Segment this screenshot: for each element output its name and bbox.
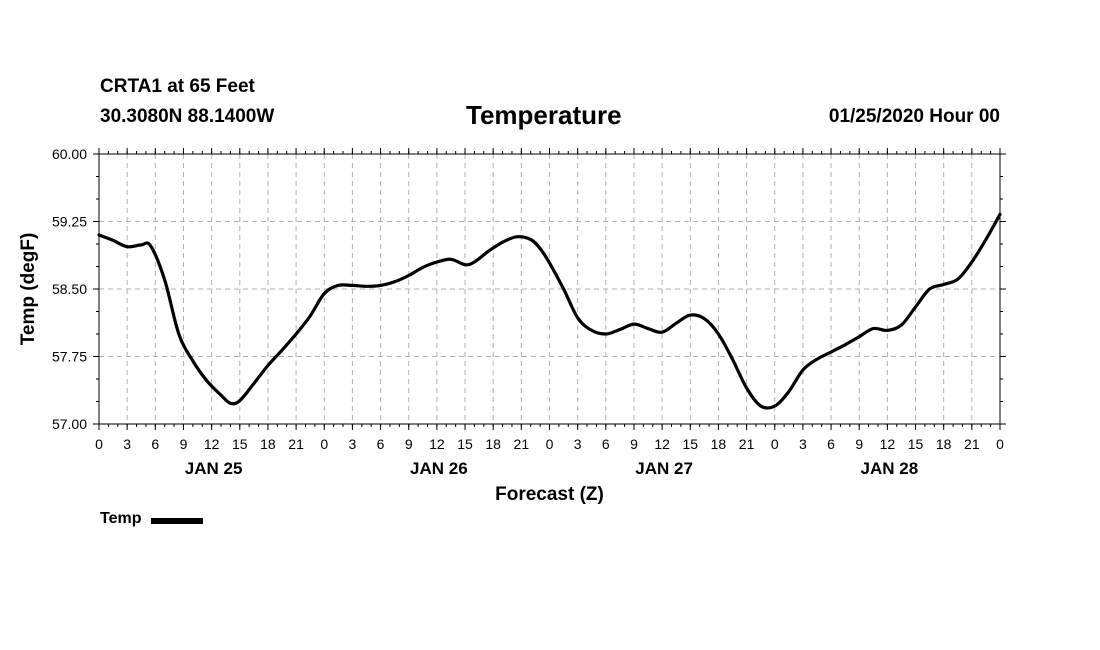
x-tick-label: 15	[457, 436, 473, 452]
x-tick-label: 0	[546, 436, 554, 452]
x-tick-label: 0	[996, 436, 1004, 452]
x-tick-label: 9	[180, 436, 188, 452]
x-tick-label: 3	[574, 436, 582, 452]
x-day-label: JAN 27	[635, 459, 693, 478]
x-tick-label: 12	[654, 436, 670, 452]
legend-label: Temp	[100, 510, 142, 527]
y-tick-label: 57.75	[52, 349, 87, 365]
x-tick-label: 0	[320, 436, 328, 452]
x-tick-label: 9	[855, 436, 863, 452]
x-tick-label: 6	[602, 436, 610, 452]
x-tick-label: 15	[682, 436, 698, 452]
x-tick-label: 12	[204, 436, 220, 452]
y-tick-label: 58.50	[52, 281, 87, 297]
plot-frame	[98, 153, 1001, 425]
x-axis-day-labels: JAN 25 JAN 26 JAN 27 JAN 28	[185, 459, 918, 478]
x-tick-label: 18	[711, 436, 727, 452]
station-coordinates: 30.3080N 88.1400W	[100, 106, 275, 127]
x-tick-label: 3	[799, 436, 807, 452]
forecast-issue-time: 01/25/2020 Hour 00	[828, 106, 1000, 127]
y-tick-label: 59.25	[52, 214, 87, 230]
grid	[99, 154, 1000, 424]
x-tick-label: 12	[880, 436, 896, 452]
x-tick-label: 0	[95, 436, 103, 452]
x-tick-label: 9	[630, 436, 638, 452]
x-tick-label: 6	[151, 436, 159, 452]
chart-title: Temperature	[466, 100, 622, 130]
x-tick-label: 21	[288, 436, 304, 452]
x-tick-label: 9	[405, 436, 413, 452]
x-tick-label: 15	[908, 436, 924, 452]
x-tick-label: 21	[514, 436, 530, 452]
x-tick-label: 21	[964, 436, 980, 452]
temp-series-line	[97, 212, 1002, 410]
x-tick-label: 6	[827, 436, 835, 452]
y-tick-label: 57.00	[52, 416, 87, 432]
x-tick-label: 0	[771, 436, 779, 452]
legend: Temp	[100, 510, 204, 528]
x-axis-tick-labels: 0 3 6 9 12 15 18 21 0 3 6 9 12 15 18 21 0 3 6 9 12 15 18 21 0 3 6 9…	[95, 436, 1004, 452]
y-tick-label: 60.00	[52, 146, 87, 162]
x-tick-label: 12	[429, 436, 445, 452]
y-axis-title: Temp (degF)	[18, 233, 39, 346]
x-tick-label: 18	[936, 436, 952, 452]
x-tick-label: 18	[260, 436, 276, 452]
x-tick-label: 3	[123, 436, 131, 452]
x-tick-label: 3	[349, 436, 357, 452]
x-axis-title: Forecast (Z)	[495, 484, 604, 505]
y-axis-tick-labels: 57.00 57.75 58.50 59.25 60.00	[52, 146, 87, 432]
x-tick-label: 6	[377, 436, 385, 452]
x-tick-label: 15	[232, 436, 248, 452]
legend-line-swatch	[151, 517, 204, 524]
x-day-label: JAN 25	[185, 459, 243, 478]
x-day-label: JAN 28	[861, 459, 919, 478]
station-name: CRTA1 at 65 Feet	[100, 76, 255, 97]
x-tick-label: 18	[485, 436, 501, 452]
x-tick-label: 21	[739, 436, 755, 452]
x-day-label: JAN 26	[410, 459, 468, 478]
